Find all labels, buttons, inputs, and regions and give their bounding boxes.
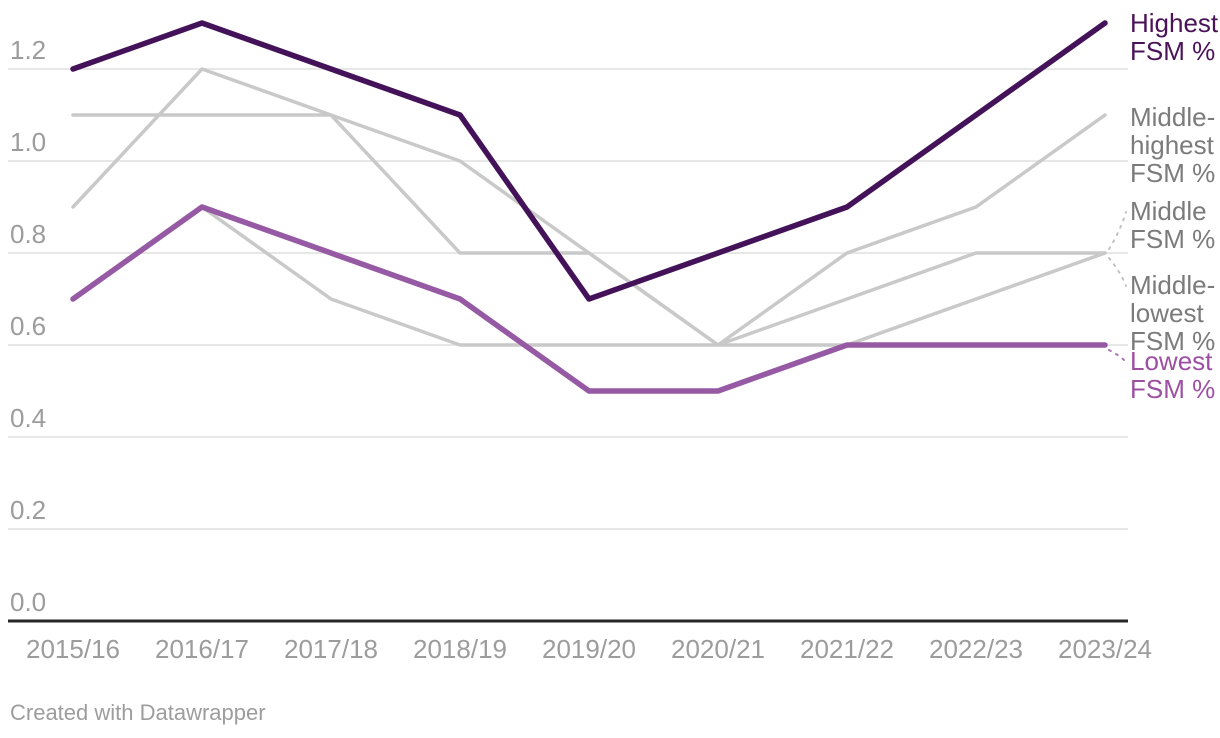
leader-line-middle <box>1108 211 1127 250</box>
x-tick-label: 2019/20 <box>542 634 636 664</box>
y-tick-label: 0.6 <box>10 311 46 341</box>
y-tick-label: 1.0 <box>10 127 46 157</box>
series-line-middle <box>71 67 1107 347</box>
x-tick-label: 2020/21 <box>671 634 765 664</box>
x-tick-label: 2018/19 <box>413 634 507 664</box>
series-line-middle-lowest <box>71 205 1107 347</box>
leader-line-middle-lowest <box>1108 257 1127 287</box>
x-tick-label: 2017/18 <box>284 634 378 664</box>
datawrapper-credit: Created with Datawrapper <box>10 700 266 725</box>
series-label-middle: Middle FSM % <box>1130 196 1215 254</box>
x-tick-label: 2022/23 <box>929 634 1023 664</box>
y-tick-label: 0.8 <box>10 219 46 249</box>
x-tick-label: 2021/22 <box>800 634 894 664</box>
series-line-highest <box>70 20 1108 302</box>
x-tick-label: 2015/16 <box>26 634 120 664</box>
x-tick-label: 2016/17 <box>155 634 249 664</box>
x-tick-label: 2023/24 <box>1058 634 1152 664</box>
series-line-middle-highest <box>71 113 1107 347</box>
series-label-middle-highest: Middle-highest FSM % <box>1130 102 1215 188</box>
series-label-lowest: Lowest FSM % <box>1130 346 1215 404</box>
series-label-middle-lowest: Middle-lowest FSM % <box>1130 270 1215 356</box>
leader-line-lowest <box>1108 349 1127 363</box>
y-tick-label: 0.0 <box>10 587 46 617</box>
y-tick-label: 0.2 <box>10 495 46 525</box>
y-tick-label: 1.2 <box>10 35 46 65</box>
series-label-highest: Highest FSM % <box>1130 8 1219 66</box>
y-tick-label: 0.4 <box>10 403 46 433</box>
series-line-lowest <box>70 204 1108 394</box>
